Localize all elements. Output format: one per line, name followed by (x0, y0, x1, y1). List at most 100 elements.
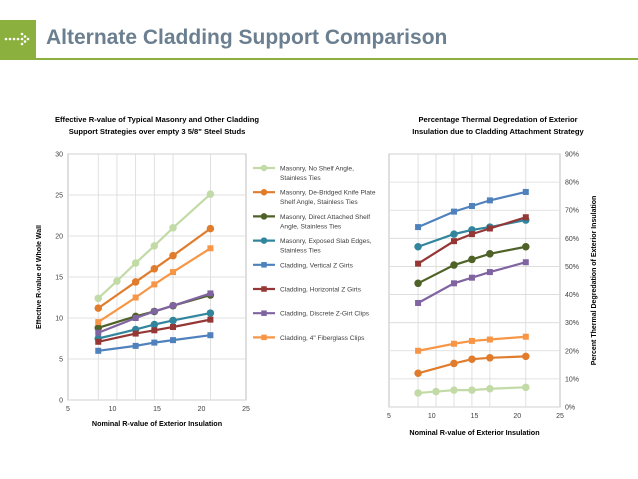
data-point (207, 316, 214, 323)
x-tick-label: 10 (109, 406, 117, 413)
data-point (522, 352, 530, 361)
data-point (207, 290, 214, 297)
data-point (486, 354, 494, 362)
data-point (414, 389, 422, 397)
data-point (450, 261, 458, 269)
data-point (94, 294, 103, 303)
x-axis-label: Nominal R-value of Exterior Insulation (92, 419, 222, 428)
dotted-arrow-icon (4, 32, 30, 46)
x-axis-label: Nominal R-value of Exterior Insulation (409, 428, 539, 437)
data-point (151, 281, 158, 288)
x-tick-label: 20 (513, 413, 521, 420)
data-point (95, 338, 102, 345)
legend: Masonry, No Shelf Angle, Stainless Ties Ma… (253, 164, 376, 342)
legend-label: Masonry, De-Bridged Knife Plate (280, 190, 376, 197)
y-tick-label: 30 (55, 152, 63, 159)
chart-title: Insulation due to Cladding Attachment St… (412, 127, 584, 136)
data-point (95, 319, 102, 326)
data-point (170, 337, 177, 344)
series-2 (414, 352, 530, 378)
y-tick-label: 70% (565, 208, 579, 215)
data-point (94, 324, 103, 332)
legend-marker (261, 262, 267, 268)
series-8 (95, 245, 214, 326)
legend-label: Stainless Ties (280, 175, 321, 182)
data-point (94, 304, 103, 312)
data-point (522, 259, 529, 266)
y-tick-label: 40% (565, 292, 579, 299)
y-tick-label: 25 (55, 193, 63, 200)
legend-label: Cladding, Vertical Z Girts (280, 262, 354, 269)
data-point (450, 359, 458, 368)
data-point (151, 308, 158, 315)
y-tick-label: 30% (565, 320, 579, 327)
series-line (97, 193, 212, 300)
data-point (468, 274, 475, 281)
y-tick-label: 10% (565, 376, 579, 383)
data-point (468, 203, 475, 210)
legend-marker (260, 213, 268, 220)
legend-label: Stainless Ties (280, 248, 321, 255)
data-point (150, 320, 159, 329)
chart-title: Support Strategies over empty 3 5/8" Ste… (69, 127, 246, 136)
data-point (486, 225, 493, 232)
data-point (450, 238, 457, 245)
chart-title: Percentage Thermal Degredation of Exteri… (418, 115, 577, 124)
data-point (450, 230, 458, 238)
data-point (207, 332, 214, 339)
data-point (522, 188, 529, 195)
legend-label: Cladding, 4" Fiberglass Clips (280, 335, 365, 342)
y-tick-label: 10 (55, 316, 63, 323)
data-point (113, 277, 121, 285)
data-point (486, 336, 493, 343)
y-tick-label: 0% (565, 405, 575, 412)
data-point (415, 299, 422, 306)
series-1 (414, 383, 530, 397)
data-point (486, 197, 493, 204)
data-point (450, 386, 458, 394)
chart-2: 0% 10% 20% 30% 40% 50% 60% 70% 80% 90% 5 10 15 20 25 Pe… (387, 115, 598, 437)
series-6 (95, 316, 214, 345)
data-point (468, 255, 476, 264)
x-tick-label: 5 (387, 413, 391, 420)
x-tick-label: 10 (428, 413, 436, 420)
y-tick-label: 20% (565, 348, 579, 355)
series-8 (415, 333, 529, 354)
data-point (206, 190, 215, 198)
data-point (169, 251, 177, 260)
legend-label: Masonry, Exposed Slab Edges, (280, 238, 372, 245)
data-point (414, 243, 422, 251)
legend-label: Cladding, Discrete Z-Girt Clips (280, 311, 370, 318)
series-5 (415, 188, 529, 231)
legend-marker (260, 237, 268, 244)
y-tick-label: 50% (565, 264, 579, 271)
header-accent-bar (0, 20, 36, 58)
data-point (207, 245, 214, 252)
legend-label: Masonry, No Shelf Angle, (280, 166, 354, 173)
data-point (150, 242, 159, 250)
series-5 (95, 332, 214, 354)
data-point (132, 294, 139, 301)
data-point (151, 339, 158, 346)
x-tick-label: 5 (66, 406, 70, 413)
data-point (450, 208, 457, 215)
legend-label: Shelf Angle, Stainless Ties (280, 199, 358, 206)
legend-marker (261, 286, 267, 292)
data-point (132, 330, 139, 337)
series-6 (415, 214, 529, 267)
data-point (468, 337, 475, 344)
series-1 (94, 190, 215, 303)
data-point (170, 269, 177, 276)
x-tick-label: 20 (198, 406, 206, 413)
data-point (95, 347, 102, 354)
data-point (169, 224, 177, 232)
data-point (450, 340, 457, 347)
y-tick-label: 0 (59, 398, 63, 405)
data-point (415, 224, 422, 231)
data-point (415, 260, 422, 267)
data-point (131, 278, 140, 286)
legend-marker (260, 164, 268, 172)
y-tick-label: 15 (55, 275, 63, 282)
data-point (206, 309, 215, 317)
